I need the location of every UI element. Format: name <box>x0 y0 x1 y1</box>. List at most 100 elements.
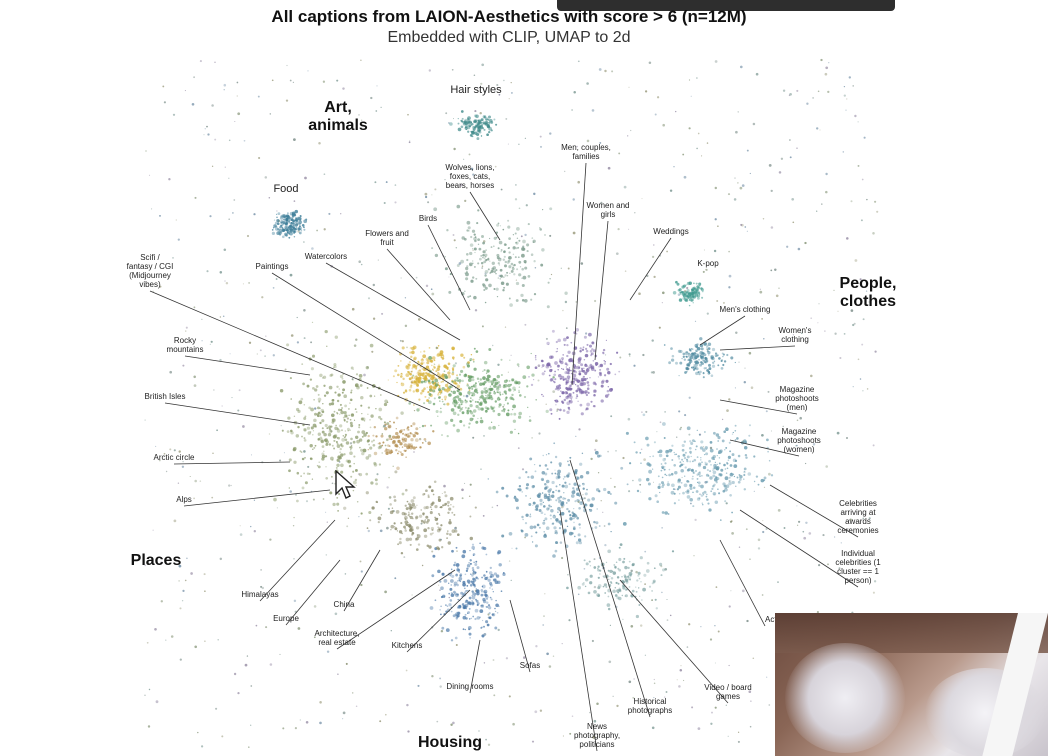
cluster-point <box>469 536 474 541</box>
cluster-point <box>326 427 329 430</box>
background-point <box>624 205 627 207</box>
cluster-point <box>584 353 589 358</box>
background-point <box>481 265 484 267</box>
cluster-point <box>469 603 472 606</box>
cluster-point <box>550 412 553 415</box>
cluster-point <box>476 566 480 570</box>
cluster-point <box>282 214 287 218</box>
cluster-point <box>716 355 718 357</box>
cluster-point <box>421 389 425 393</box>
cluster-point <box>718 492 721 495</box>
background-point <box>615 252 619 256</box>
background-point <box>675 436 678 438</box>
cluster-point <box>732 458 737 463</box>
background-point <box>465 166 468 169</box>
cluster-point <box>564 481 567 484</box>
cluster-point <box>271 229 274 231</box>
cluster-point <box>561 359 564 361</box>
background-point <box>618 152 621 155</box>
cluster-point <box>568 367 571 369</box>
cluster-point <box>464 272 466 274</box>
cluster-point <box>520 529 524 533</box>
cluster-point <box>628 571 633 576</box>
background-point <box>827 563 829 566</box>
cluster-point <box>586 402 590 407</box>
cluster-point <box>689 294 692 297</box>
background-point <box>683 679 685 682</box>
cluster-point <box>484 255 487 258</box>
annotation-label: Women and girls <box>587 201 630 219</box>
cluster-point <box>629 573 632 576</box>
cluster-point <box>338 388 341 390</box>
cluster-point <box>496 379 498 381</box>
cluster-point <box>683 483 688 488</box>
cluster-point <box>468 607 471 610</box>
cluster-point <box>686 295 689 298</box>
cluster-point <box>309 457 313 461</box>
background-point <box>524 536 527 539</box>
background-point <box>770 226 774 229</box>
cluster-point <box>300 475 302 477</box>
background-point <box>552 390 556 393</box>
cluster-point <box>456 580 459 582</box>
cluster-point <box>542 454 544 457</box>
cluster-point <box>315 385 319 388</box>
cluster-point <box>460 125 464 129</box>
background-point <box>846 237 849 240</box>
cluster-point <box>555 340 558 344</box>
cluster-point <box>493 572 498 576</box>
cluster-point <box>427 495 430 499</box>
cluster-point <box>391 507 394 509</box>
cluster-point <box>713 483 716 487</box>
cluster-point <box>607 370 611 375</box>
cluster-point <box>732 431 734 434</box>
cluster-point <box>463 237 467 241</box>
background-point <box>780 157 784 160</box>
cluster-point <box>495 574 500 578</box>
cluster-point <box>542 521 546 525</box>
cluster-point <box>590 366 593 369</box>
cluster-point <box>586 365 589 368</box>
background-point <box>802 530 805 533</box>
cluster-point <box>440 381 443 383</box>
cluster-point <box>433 363 435 365</box>
background-point <box>464 200 466 202</box>
cluster-point <box>444 388 448 392</box>
background-point <box>633 364 636 367</box>
cluster-point <box>411 531 415 535</box>
cluster-point <box>566 502 568 504</box>
cluster-point <box>405 456 407 458</box>
cluster-point <box>321 419 325 423</box>
cluster-point <box>735 485 737 487</box>
cluster-point <box>324 329 328 334</box>
cluster-point <box>743 478 745 480</box>
cluster-point <box>277 212 281 216</box>
background-point <box>682 153 685 156</box>
cluster-point <box>550 518 552 520</box>
cluster-point <box>699 337 703 341</box>
cluster-point <box>562 497 565 500</box>
cluster-point <box>298 220 303 224</box>
background-point <box>197 731 199 734</box>
background-point <box>451 68 454 71</box>
cluster-point <box>354 383 359 387</box>
cluster-point <box>517 256 520 259</box>
background-point <box>865 290 868 292</box>
cluster-point <box>686 426 691 431</box>
cluster-point <box>408 388 412 392</box>
background-point <box>468 153 471 156</box>
cluster-point <box>607 549 612 554</box>
cluster-point <box>459 580 462 583</box>
cluster-point <box>605 586 608 588</box>
background-point <box>276 507 278 509</box>
cluster-point <box>394 369 398 373</box>
background-point <box>242 283 244 285</box>
background-point <box>279 653 281 655</box>
cluster-point <box>380 514 383 516</box>
cluster-point <box>513 263 516 267</box>
cluster-point <box>727 459 730 462</box>
cluster-point <box>700 494 704 497</box>
background-point <box>694 320 697 322</box>
background-point <box>632 479 634 482</box>
background-point <box>676 679 678 681</box>
